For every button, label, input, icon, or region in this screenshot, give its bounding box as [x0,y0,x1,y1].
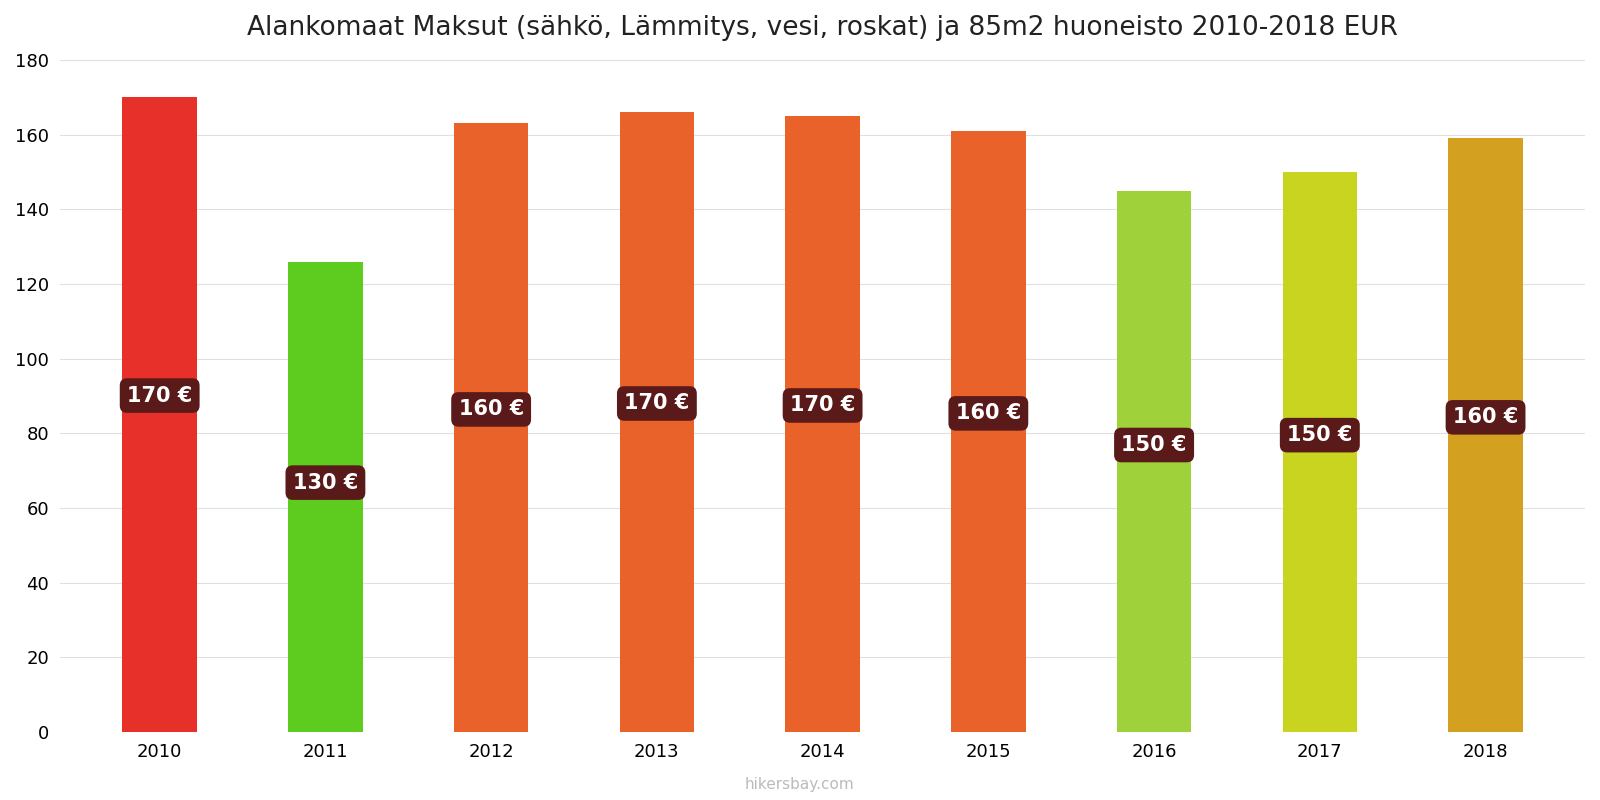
Title: Alankomaat Maksut (sähkö, Lämmitys, vesi, roskat) ja 85m2 huoneisto 2010-2018 EU: Alankomaat Maksut (sähkö, Lämmitys, vesi… [246,15,1398,41]
Bar [1283,172,1357,732]
Bar [1448,138,1523,732]
Bar [1117,190,1192,732]
Text: 160 €: 160 € [459,399,523,419]
Text: 150 €: 150 € [1122,435,1187,455]
Text: 170 €: 170 € [790,395,856,415]
Text: 160 €: 160 € [955,403,1021,423]
Bar [950,131,1026,732]
Text: 130 €: 130 € [293,473,358,493]
Text: hikersbay.com: hikersbay.com [746,777,854,792]
Bar [454,123,528,732]
Bar [786,116,859,732]
Text: 160 €: 160 € [1453,407,1518,427]
Text: 170 €: 170 € [624,394,690,414]
Text: 150 €: 150 € [1286,425,1352,445]
Bar [288,262,363,732]
Bar [619,112,694,732]
Text: 170 €: 170 € [126,386,192,406]
Bar [122,98,197,732]
